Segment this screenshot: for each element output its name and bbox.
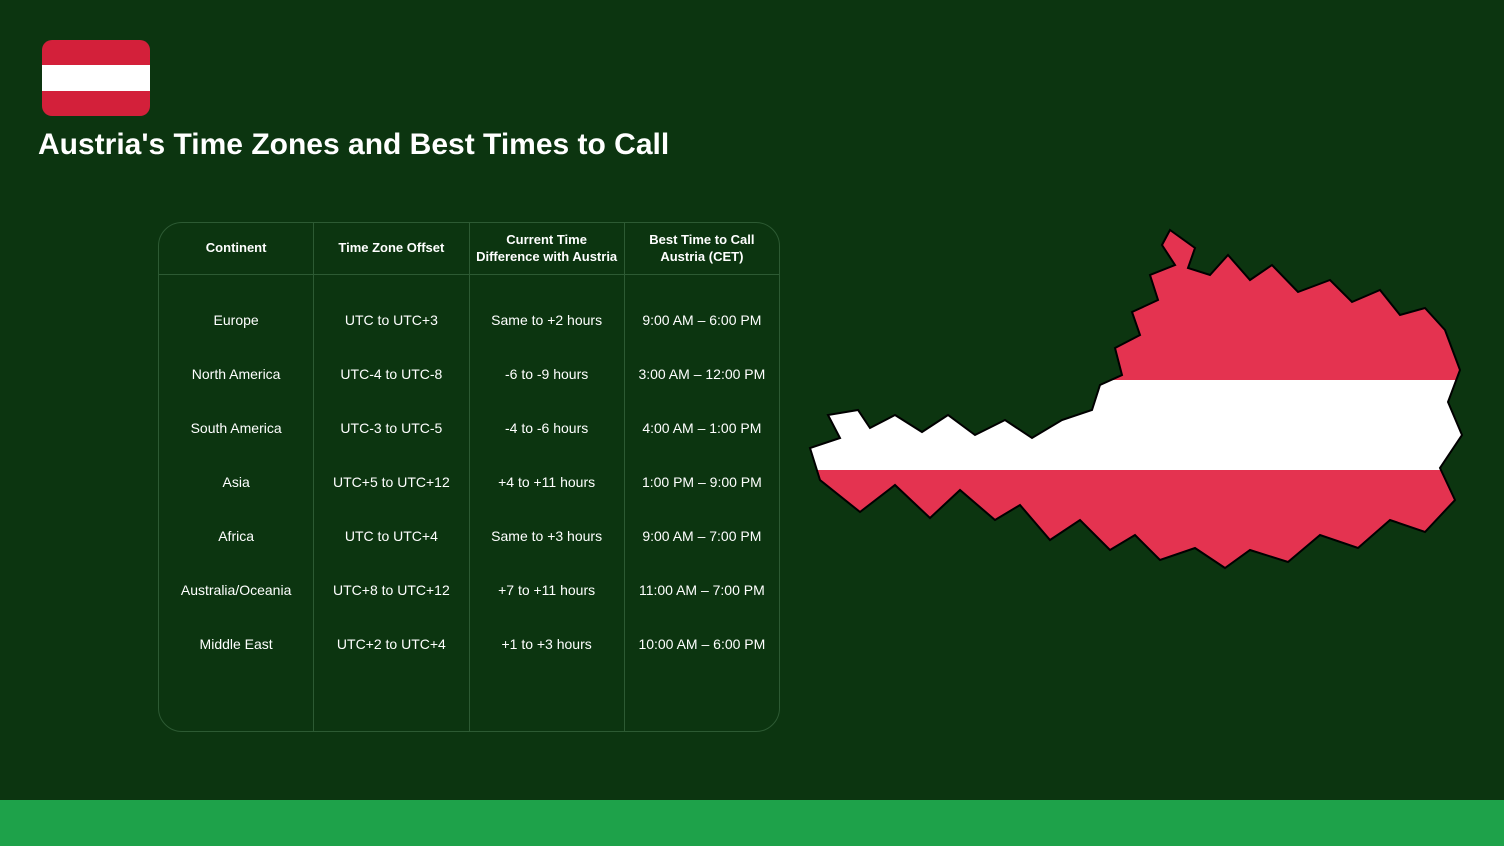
table-cell: Africa	[159, 509, 313, 563]
table-header-row: Continent Time Zone Offset Current Time …	[159, 223, 779, 275]
table-cell: -4 to -6 hours	[470, 401, 624, 455]
table-cell: South America	[159, 401, 313, 455]
table-cell: 3:00 AM – 12:00 PM	[625, 347, 779, 401]
flag-stripe-top	[42, 40, 150, 65]
table-cell: UTC-4 to UTC-8	[314, 347, 468, 401]
col-header-best: Best Time to Call Austria (CET)	[625, 223, 779, 274]
table-cell: UTC-3 to UTC-5	[314, 401, 468, 455]
map-stripe-middle	[800, 380, 1470, 470]
col-header-diff: Current Time Difference with Austria	[470, 223, 625, 274]
map-stripe-bottom	[800, 470, 1470, 620]
austria-map-icon	[800, 220, 1470, 620]
map-stripe-top	[800, 220, 1470, 380]
col-header-continent: Continent	[159, 223, 314, 274]
table-cell: UTC+5 to UTC+12	[314, 455, 468, 509]
flag-stripe-bottom	[42, 91, 150, 116]
table-cell: Europe	[159, 293, 313, 347]
table-cell: UTC to UTC+3	[314, 293, 468, 347]
col-header-offset: Time Zone Offset	[314, 223, 469, 274]
table-body: EuropeNorth AmericaSouth AmericaAsiaAfri…	[159, 275, 779, 731]
flag-stripe-middle	[42, 65, 150, 90]
austria-flag-icon	[42, 40, 150, 116]
table-cell: 9:00 AM – 6:00 PM	[625, 293, 779, 347]
table-cell: 9:00 AM – 7:00 PM	[625, 509, 779, 563]
table-cell: +1 to +3 hours	[470, 617, 624, 671]
table-cell: 11:00 AM – 7:00 PM	[625, 563, 779, 617]
table-cell: -6 to -9 hours	[470, 347, 624, 401]
col-offset: UTC to UTC+3UTC-4 to UTC-8UTC-3 to UTC-5…	[314, 275, 469, 731]
table-cell: Same to +3 hours	[470, 509, 624, 563]
table-cell: 10:00 AM – 6:00 PM	[625, 617, 779, 671]
table-cell: +4 to +11 hours	[470, 455, 624, 509]
table-cell: UTC+8 to UTC+12	[314, 563, 468, 617]
table-cell: North America	[159, 347, 313, 401]
timezone-table: Continent Time Zone Offset Current Time …	[158, 222, 780, 732]
bottom-bar	[0, 800, 1504, 846]
col-best: 9:00 AM – 6:00 PM3:00 AM – 12:00 PM4:00 …	[625, 275, 779, 731]
table-cell: +7 to +11 hours	[470, 563, 624, 617]
table-cell: Same to +2 hours	[470, 293, 624, 347]
table-cell: Middle East	[159, 617, 313, 671]
table-cell: UTC to UTC+4	[314, 509, 468, 563]
col-diff: Same to +2 hours-6 to -9 hours-4 to -6 h…	[470, 275, 625, 731]
table-cell: 4:00 AM – 1:00 PM	[625, 401, 779, 455]
table-cell: Australia/Oceania	[159, 563, 313, 617]
table-cell: Asia	[159, 455, 313, 509]
table-cell: 1:00 PM – 9:00 PM	[625, 455, 779, 509]
table-cell: UTC+2 to UTC+4	[314, 617, 468, 671]
page-title: Austria's Time Zones and Best Times to C…	[38, 128, 669, 162]
col-continent: EuropeNorth AmericaSouth AmericaAsiaAfri…	[159, 275, 314, 731]
